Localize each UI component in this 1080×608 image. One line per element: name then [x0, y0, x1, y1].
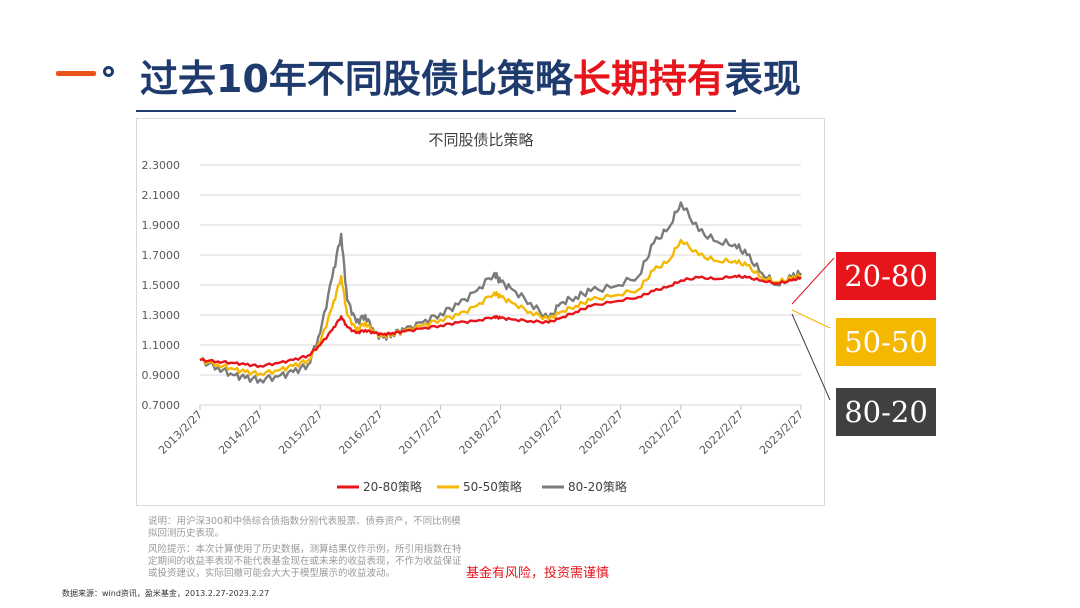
callout-label: 50-50 [844, 325, 928, 359]
chart-frame: 不同股债比策略 0.7000 0.9000 1.1000 1.3000 1.5000 1.… [136, 118, 825, 506]
callout-80-20: 80-20 [836, 388, 936, 436]
title-highlight: 长期持有 [572, 57, 725, 101]
legend-label: 50-50策略 [463, 479, 522, 494]
gridlines [200, 164, 801, 406]
series-line-50-50策略 [199, 238, 802, 377]
connector-80-20 [791, 313, 831, 401]
risk-warning: 基金有风险，投资需谨慎 [466, 566, 610, 581]
y-tick-label: 2.3000 [142, 159, 181, 172]
x-tick-label: 2017/2/27 [396, 408, 445, 457]
callout-label: 20-80 [844, 259, 928, 293]
callout-label: 80-20 [844, 395, 928, 429]
legend-label: 20-80策略 [363, 479, 422, 494]
y-axis-ticks: 0.7000 0.9000 1.1000 1.3000 1.5000 1.7000 1.90… [142, 159, 181, 412]
callout-connectors [791, 257, 835, 401]
page-title: 过去10年不同股债比策略长期持有表现 [140, 48, 801, 103]
x-tick-label: 2022/2/27 [697, 408, 746, 457]
y-tick-label: 2.1000 [142, 189, 181, 202]
series-lines [199, 201, 803, 384]
title-circle-icon [103, 66, 114, 77]
title-dash-decoration [56, 71, 96, 76]
y-tick-label: 0.7000 [142, 399, 181, 412]
note-description: 说明：用沪深300和中债综合债指数分别代表股票、债券资产，不同比例模拟回测历史表… [148, 516, 461, 539]
x-tick-label: 2018/2/27 [457, 408, 506, 457]
x-tick-label: 2014/2/27 [216, 408, 265, 457]
x-tick-label: 2015/2/27 [276, 408, 325, 457]
y-tick-label: 1.1000 [142, 339, 181, 352]
y-tick-label: 1.5000 [142, 279, 181, 292]
connector-50-50 [791, 309, 831, 329]
x-tick-label: 2021/2/27 [637, 408, 686, 457]
note-risk: 风险提示：本次计算使用了历史数据，测算结果仅作示例，所引用指数在特定期间的收益率… [148, 544, 462, 579]
series-line-20-80策略 [199, 274, 802, 369]
x-tick-label: 2016/2/27 [336, 408, 385, 457]
x-axis-ticks: 2013/2/27 2014/2/27 2015/2/27 2016/2/27 2017… [156, 405, 806, 457]
title-prefix: 过去10年不同股债比策略 [140, 57, 573, 101]
x-tick-label: 2020/2/27 [577, 408, 626, 457]
y-tick-label: 1.3000 [142, 309, 181, 322]
x-tick-label: 2013/2/27 [156, 408, 205, 457]
x-tick-label: 2019/2/27 [517, 408, 566, 457]
title-underline [136, 110, 736, 112]
data-source: 数据来源：wind资讯，盈米基金，2013.2.27-2023.2.27 [62, 589, 270, 598]
legend-label: 80-20策略 [568, 479, 627, 494]
line-chart: 不同股债比策略 0.7000 0.9000 1.1000 1.3000 1.5000 1.… [142, 131, 807, 494]
chart-title: 不同股债比策略 [428, 131, 533, 149]
y-tick-label: 0.9000 [142, 369, 181, 382]
title-suffix: 表现 [724, 57, 801, 101]
series-line-80-20策略 [199, 201, 803, 384]
y-tick-label: 1.9000 [142, 219, 181, 232]
callout-20-80: 20-80 [836, 252, 936, 300]
callout-50-50: 50-50 [836, 318, 936, 366]
legend: 20-80策略 50-50策略 80-20策略 [337, 479, 627, 494]
connector-20-80 [791, 257, 835, 305]
y-tick-label: 1.7000 [142, 249, 181, 262]
